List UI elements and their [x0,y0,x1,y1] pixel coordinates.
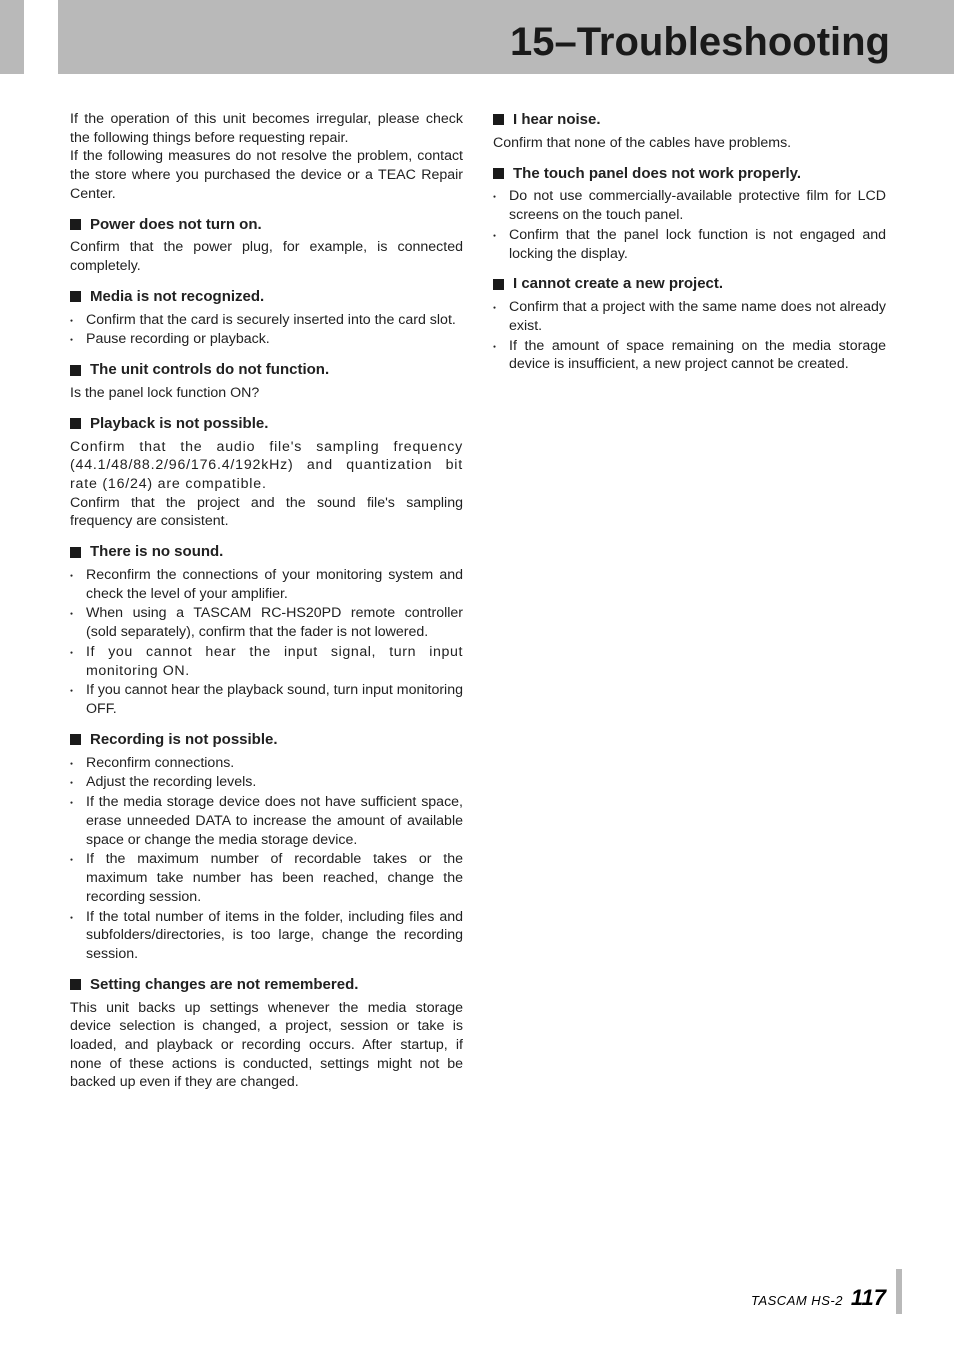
intro-paragraph: If the operation of this unit becomes ir… [70,110,463,204]
intro-line: If the following measures do not resolve… [70,147,463,203]
square-bullet-icon [493,168,504,179]
square-bullet-icon [493,279,504,290]
bullet-list: Do not use commercially-available protec… [493,187,886,263]
list-item: Pause recording or playback. [70,330,463,349]
list-item: Reconfirm the connections of your monito… [70,566,463,603]
footer-brand: TASCAM HS-2 [751,1293,843,1308]
square-bullet-icon [493,114,504,125]
section-heading: Media is not recognized. [70,287,463,307]
square-bullet-icon [70,979,81,990]
list-item: Confirm that the card is securely insert… [70,311,463,330]
page-footer: TASCAM HS-2 117 [751,1285,886,1311]
heading-text: The unit controls do not function. [90,360,329,380]
bullet-list: Reconfirm the connections of your monito… [70,566,463,719]
section-body: Confirm that none of the cables have pro… [493,134,886,153]
bullet-list: Reconfirm connections. Adjust the record… [70,754,463,964]
heading-text: I cannot create a new project. [513,274,723,294]
list-item: If the amount of space remaining on the … [493,337,886,374]
bullet-list: Confirm that a project with the same nam… [493,298,886,374]
list-item: Confirm that a project with the same nam… [493,298,886,335]
section-heading: Power does not turn on. [70,215,463,235]
section-heading: I hear noise. [493,110,886,130]
square-bullet-icon [70,219,81,230]
section-nosound: There is no sound. Reconfirm the connect… [70,542,463,719]
intro-line: If the operation of this unit becomes ir… [70,110,463,147]
section-controls: The unit controls do not function. Is th… [70,360,463,403]
list-item: If the total number of items in the fold… [70,908,463,964]
square-bullet-icon [70,547,81,558]
list-item: If the media storage device does not hav… [70,793,463,849]
list-item: Confirm that the panel lock function is … [493,226,886,263]
section-heading: The touch panel does not work properly. [493,164,886,184]
section-body: Confirm that the power plug, for example… [70,238,463,275]
heading-text: Power does not turn on. [90,215,262,235]
list-item: If you cannot hear the input signal, tur… [70,643,463,680]
heading-text: I hear noise. [513,110,601,130]
chapter-title: 15–Troubleshooting [510,20,890,65]
square-bullet-icon [70,365,81,376]
section-playback: Playback is not possible. Confirm that t… [70,414,463,531]
section-power: Power does not turn on. Confirm that the… [70,215,463,276]
bullet-list: Confirm that the card is securely insert… [70,311,463,349]
heading-text: Playback is not possible. [90,414,268,434]
section-touchpanel: The touch panel does not work properly. … [493,164,886,264]
section-body: This unit backs up settings whenever the… [70,999,463,1093]
section-heading: Recording is not possible. [70,730,463,750]
section-heading: I cannot create a new project. [493,274,886,294]
footer-page-number: 117 [851,1285,886,1311]
section-heading: The unit controls do not function. [70,360,463,380]
heading-text: The touch panel does not work properly. [513,164,801,184]
footer-side-bar [896,1269,902,1314]
header-side-tab [0,0,24,74]
section-body: Is the panel lock function ON? [70,384,463,403]
section-heading: Setting changes are not remembered. [70,975,463,995]
chapter-header-bar: 15–Troubleshooting [58,0,954,74]
section-newproject: I cannot create a new project. Confirm t… [493,274,886,374]
heading-text: Setting changes are not remembered. [90,975,358,995]
square-bullet-icon [70,291,81,302]
section-noise: I hear noise. Confirm that none of the c… [493,110,886,153]
heading-text: Recording is not possible. [90,730,278,750]
list-item: If the maximum number of recordable take… [70,850,463,906]
list-item: Do not use commercially-available protec… [493,187,886,224]
square-bullet-icon [70,418,81,429]
section-settings: Setting changes are not remembered. This… [70,975,463,1092]
list-item: Reconfirm connections. [70,754,463,773]
section-recording: Recording is not possible. Reconfirm con… [70,730,463,964]
section-heading: There is no sound. [70,542,463,562]
square-bullet-icon [70,734,81,745]
left-column: If the operation of this unit becomes ir… [70,110,463,1103]
section-body: Confirm that the project and the sound f… [70,494,463,531]
section-media: Media is not recognized. Confirm that th… [70,287,463,349]
section-heading: Playback is not possible. [70,414,463,434]
list-item: Adjust the recording levels. [70,773,463,792]
heading-text: Media is not recognized. [90,287,264,307]
section-body: Confirm that the audio file's sampling f… [70,438,463,494]
heading-text: There is no sound. [90,542,223,562]
list-item: If you cannot hear the playback sound, t… [70,681,463,718]
list-item: When using a TASCAM RC-HS20PD remote con… [70,604,463,641]
right-column: I hear noise. Confirm that none of the c… [493,110,886,1103]
page-content: If the operation of this unit becomes ir… [70,110,886,1103]
